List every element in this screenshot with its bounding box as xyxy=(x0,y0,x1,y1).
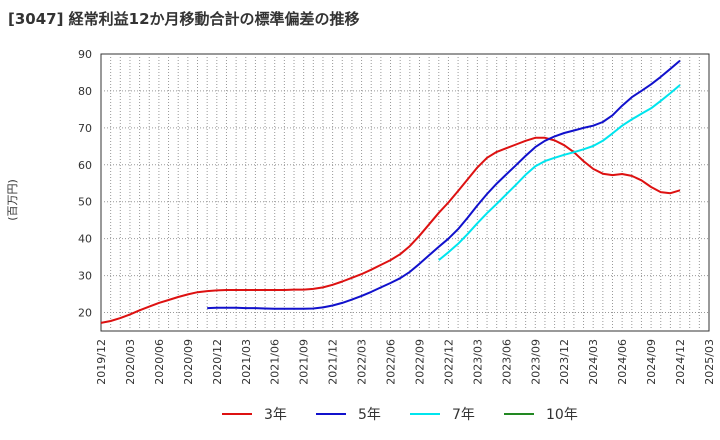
x-tick-label: 2023/09 xyxy=(529,339,542,385)
x-tick-label: 2021/09 xyxy=(298,339,311,385)
x-tick-label: 2023/03 xyxy=(471,339,484,385)
x-tick-label: 2024/12 xyxy=(674,339,687,385)
plot-area xyxy=(100,53,710,332)
chart-title: [3047] 経常利益12か月移動合計の標準偏差の推移 xyxy=(8,10,360,28)
x-tick-label: 2024/03 xyxy=(587,339,600,385)
y-tick-label: 30 xyxy=(78,270,92,283)
y-tick-label: 40 xyxy=(78,233,92,246)
legend-label-2: 5年 xyxy=(358,407,381,423)
y-tick-label: 60 xyxy=(78,159,92,172)
series-line-2 xyxy=(207,59,681,310)
x-tick-label: 2022/03 xyxy=(356,339,369,385)
x-tick-label: 2024/06 xyxy=(616,339,629,385)
x-tick-label: 2022/09 xyxy=(413,339,426,385)
x-tick-label: 2020/12 xyxy=(211,339,224,385)
series-line-1 xyxy=(100,136,681,324)
y-tick-label: 80 xyxy=(78,85,92,98)
y-tick-label: 90 xyxy=(78,48,92,61)
y-tick-label: 20 xyxy=(78,307,92,320)
x-tick-label: 2021/03 xyxy=(240,339,253,385)
y-tick-label: 70 xyxy=(78,122,92,135)
legend-label-1: 3年 xyxy=(264,407,287,423)
x-axis: 2019/12 2020/03 2020/06 2020/09 2020/12 2021/… xyxy=(95,339,716,385)
x-tick-label: 2022/12 xyxy=(442,339,455,385)
x-tick-label: 2020/03 xyxy=(124,339,137,385)
series-line-3 xyxy=(438,84,681,261)
x-tick-label: 2024/09 xyxy=(645,339,658,385)
series-lines xyxy=(100,59,681,324)
y-tick-label: 50 xyxy=(78,196,92,209)
y-axis-label: (百万円) xyxy=(6,179,19,221)
x-tick-label: 2019/12 xyxy=(95,339,108,385)
x-tick-label: 2022/06 xyxy=(385,339,398,385)
x-tick-label: 2020/06 xyxy=(153,339,166,385)
legend: 3年 5年 7年 10年 xyxy=(222,407,578,423)
legend-label-4: 10年 xyxy=(546,407,578,423)
x-tick-label: 2025/03 xyxy=(703,339,716,385)
x-tick-label: 2023/12 xyxy=(558,339,571,385)
x-tick-label: 2021/06 xyxy=(269,339,282,385)
x-tick-label: 2020/09 xyxy=(182,339,195,385)
legend-label-3: 7年 xyxy=(452,407,475,423)
x-tick-label: 2023/06 xyxy=(500,339,513,385)
y-axis: 20 30 40 50 60 70 80 90 xyxy=(78,48,92,320)
x-tick-label: 2021/12 xyxy=(327,339,340,385)
